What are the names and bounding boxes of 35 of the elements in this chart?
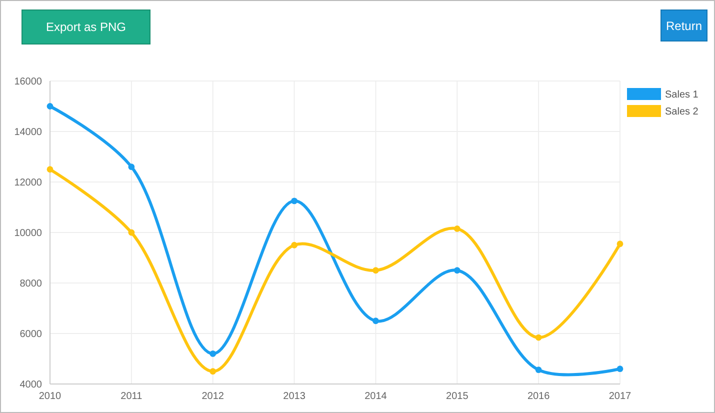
x-tick-label: 2011 xyxy=(120,391,143,402)
y-tick-label: 4000 xyxy=(20,380,42,390)
point xyxy=(210,350,216,357)
y-tick-label: 16000 xyxy=(14,76,42,88)
point xyxy=(454,226,460,232)
x-tick-label: 2013 xyxy=(283,391,306,402)
point xyxy=(128,164,135,170)
legend-label: Sales 1 xyxy=(665,90,699,100)
point xyxy=(616,240,624,248)
point xyxy=(372,318,379,324)
x-tick-label: 2014 xyxy=(364,391,388,402)
point xyxy=(535,366,542,374)
y-tick-label: 12000 xyxy=(14,178,42,188)
point xyxy=(46,103,54,110)
point xyxy=(616,366,624,372)
point xyxy=(372,267,379,274)
export-button: Export as PNG xyxy=(22,10,150,44)
point xyxy=(210,368,216,375)
x-tick-label: 2015 xyxy=(446,391,469,402)
y-tick-label: 6000 xyxy=(20,329,42,340)
point xyxy=(46,166,54,173)
x-tick-label: 2012 xyxy=(202,391,224,402)
point xyxy=(454,267,460,274)
y-tick-label: 14000 xyxy=(14,127,42,138)
point xyxy=(291,198,298,204)
return-button: Return xyxy=(660,10,708,42)
point xyxy=(128,229,135,236)
x-tick-label: 2017 xyxy=(608,391,632,402)
x-tick-label: 2010 xyxy=(38,391,62,402)
point xyxy=(535,334,542,341)
y-tick-label: 8000 xyxy=(20,278,42,290)
x-tick-label: 2016 xyxy=(527,391,550,402)
point xyxy=(291,242,298,248)
legend-label: Sales 2 xyxy=(665,106,699,118)
y-tick-label: 10000 xyxy=(14,228,42,239)
